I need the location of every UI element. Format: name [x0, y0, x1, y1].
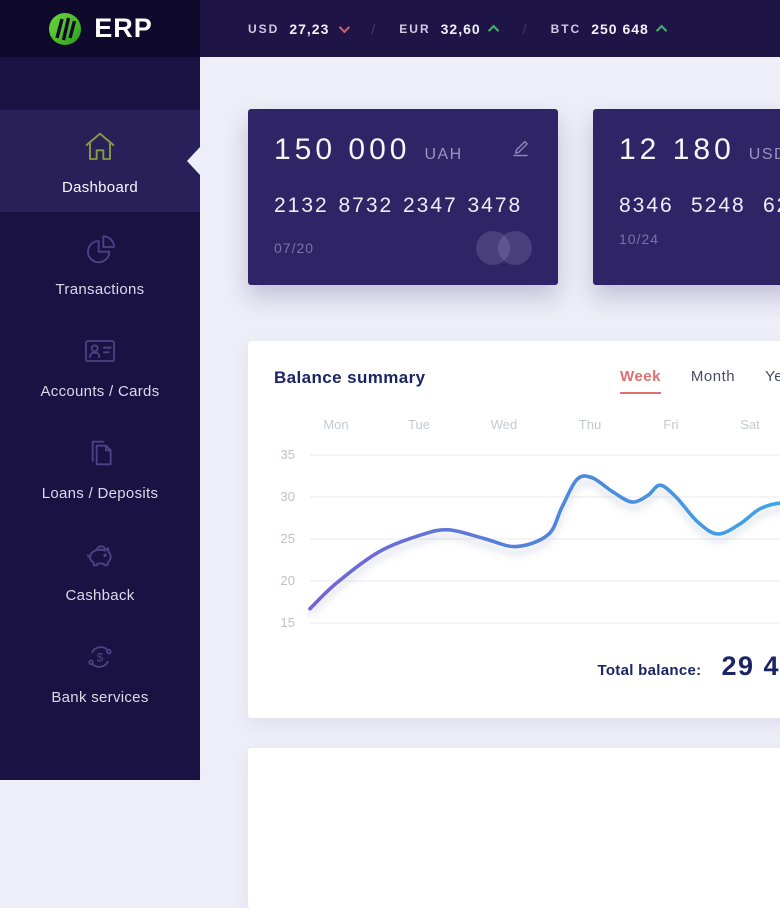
- sidebar-item-label: Transactions: [55, 280, 145, 298]
- rate-code: BTC: [550, 21, 582, 36]
- svg-text:Sat: Sat: [740, 417, 760, 432]
- card-number: 2132 8732 2347 3478: [274, 194, 532, 218]
- svg-text:20: 20: [281, 573, 295, 588]
- erp-logo-icon: [49, 12, 82, 45]
- sidebar-item-loans-deposits[interactable]: Loans / Deposits: [0, 416, 200, 518]
- svg-text:25: 25: [281, 531, 295, 546]
- sidebar-item-accounts-cards[interactable]: Accounts / Cards: [0, 314, 200, 416]
- sidebar-item-cashback[interactable]: Cashback: [0, 518, 200, 620]
- svg-text:$: $: [97, 650, 104, 664]
- total-balance-row: Total balance: 29 4: [248, 651, 780, 682]
- card-amount: 12 180: [619, 133, 735, 166]
- total-balance-label: Total balance:: [597, 662, 702, 679]
- chart-grid: 35 30 25 20 15: [281, 447, 780, 630]
- tab-week[interactable]: Week: [620, 368, 661, 394]
- card-number: 8346 5248 62: [619, 194, 780, 218]
- sidebar-item-label: Loans / Deposits: [41, 484, 159, 502]
- chevron-up-icon: [487, 24, 499, 36]
- logo[interactable]: ERP: [0, 0, 200, 57]
- currency-rates-bar: USD 27,23 / EUR 32,60 / BTC 250 648: [200, 0, 780, 57]
- card-number-group: 2132: [274, 194, 329, 217]
- rate-code: EUR: [399, 21, 431, 36]
- card-brand-icon: [476, 231, 532, 265]
- chart-x-labels: Mon Tue Wed Thu Fri Sat: [323, 417, 760, 432]
- sidebar-item-label: Cashback: [65, 586, 135, 604]
- rate-code: USD: [248, 21, 280, 36]
- svg-text:Wed: Wed: [491, 417, 518, 432]
- card-number-group: 3478: [467, 194, 523, 217]
- sidebar-item-label: Dashboard: [61, 178, 139, 196]
- svg-text:Mon: Mon: [323, 417, 348, 432]
- tab-year[interactable]: Year: [765, 368, 780, 385]
- card-amount: 150 000: [274, 133, 411, 166]
- home-icon: [80, 127, 120, 167]
- card-currency: USD: [748, 146, 780, 163]
- main-content: 150 000 UAH 2132 8732 2347 3478 07/20 12…: [200, 57, 780, 908]
- currency-exchange-icon: $: [80, 637, 120, 677]
- sidebar: Dashboard Transactions Accounts: [0, 57, 200, 780]
- rate-value: 32,60: [440, 20, 481, 37]
- documents-icon: [80, 433, 120, 473]
- id-card-icon: [80, 331, 120, 371]
- rate-btc[interactable]: BTC 250 648: [550, 20, 668, 37]
- panel-title: Balance summary: [274, 368, 426, 387]
- period-tabs: Week Month Year: [620, 368, 780, 394]
- balance-card-uah: 150 000 UAH 2132 8732 2347 3478 07/20: [248, 109, 558, 285]
- card-expiry: 07/20: [274, 240, 315, 256]
- pie-chart-icon: [80, 229, 120, 269]
- rate-eur[interactable]: EUR 32,60: [399, 20, 499, 37]
- svg-text:Tue: Tue: [408, 417, 430, 432]
- card-expiry: 10/24: [619, 231, 660, 247]
- tab-month[interactable]: Month: [690, 368, 736, 385]
- piggy-bank-icon: [80, 535, 120, 575]
- sidebar-item-transactions[interactable]: Transactions: [0, 212, 200, 314]
- sidebar-item-bank-services[interactable]: $ Bank services: [0, 620, 200, 722]
- balance-chart: 35 30 25 20 15 Mon Tue Wed Thu Fri Sat: [281, 417, 780, 630]
- svg-text:35: 35: [281, 447, 295, 462]
- svg-text:Fri: Fri: [663, 417, 678, 432]
- card-number-group: 8732: [338, 194, 394, 217]
- sidebar-item-label: Accounts / Cards: [40, 382, 160, 400]
- card-number-group: 2347: [403, 194, 458, 217]
- chevron-down-icon: [339, 21, 351, 33]
- card-number-group: 5248: [691, 194, 746, 217]
- svg-text:30: 30: [281, 489, 295, 504]
- sidebar-item-label: Bank services: [51, 688, 149, 706]
- card-currency: UAH: [424, 146, 463, 163]
- rate-usd[interactable]: USD 27,23: [248, 20, 351, 37]
- rate-value: 250 648: [591, 20, 649, 37]
- total-balance-value: 29 4: [721, 651, 780, 681]
- card-number-group: 62: [763, 194, 780, 217]
- edit-card-button[interactable]: [510, 137, 532, 164]
- pencil-icon: [513, 140, 529, 157]
- svg-text:Thu: Thu: [579, 417, 601, 432]
- next-section-panel: [248, 748, 780, 908]
- top-header: ERP USD 27,23 / EUR 32,60 / BTC 250 648: [0, 0, 780, 57]
- chevron-up-icon: [655, 24, 668, 36]
- balance-card-usd: 12 180 USD 8346 5248 62 10/24: [593, 109, 780, 285]
- rate-value: 27,23: [289, 20, 330, 37]
- svg-text:15: 15: [281, 615, 295, 630]
- sidebar-item-dashboard[interactable]: Dashboard: [0, 110, 200, 212]
- active-item-notch: [187, 147, 200, 175]
- card-number-group: 8346: [619, 194, 674, 217]
- rate-separator: /: [522, 20, 527, 37]
- rate-separator: /: [371, 20, 376, 37]
- balance-summary-panel: Balance summary Week Month Year 35 30 25 20…: [248, 341, 780, 718]
- logo-text: ERP: [94, 13, 153, 43]
- chart-line: [308, 474, 780, 611]
